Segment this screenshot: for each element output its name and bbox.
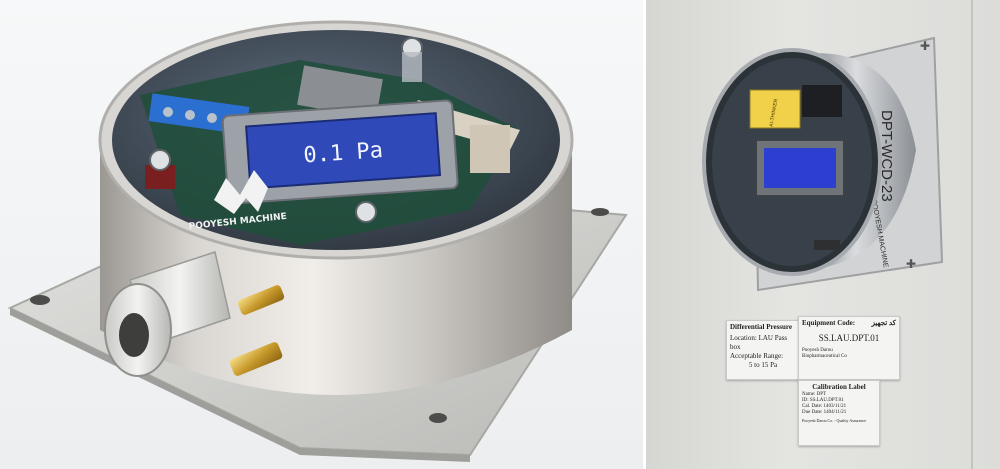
mount-hole xyxy=(30,295,50,305)
display-value: 0.1 Pa xyxy=(303,138,384,168)
label-equipment-code: Equipment Code: کد تجهیز SS.LAU.DPT.01 P… xyxy=(798,316,900,380)
screw-icon: ✚ xyxy=(906,257,916,271)
screw-icon xyxy=(355,201,377,223)
label-calibration-name: Name: DPT xyxy=(802,392,827,397)
sensor-module xyxy=(297,65,383,119)
lcd-screen xyxy=(245,112,442,190)
installed-device: ✚ ✚ DPT-WCD-23 POOYESH MACHINE AI-THINKE… xyxy=(702,0,973,469)
label-range-caption: Acceptable Range: xyxy=(730,352,784,360)
cable-entry xyxy=(814,240,840,250)
wifi-module-label: AI-THINKER xyxy=(769,98,780,127)
model-number: DPT-WCD-23 xyxy=(878,110,895,202)
label-company: Pooyesh Darou xyxy=(802,348,833,353)
label-equipment-title-fa: کد تجهیز xyxy=(871,319,896,327)
mount-hole xyxy=(591,208,609,216)
panel-divider xyxy=(643,0,646,469)
label-calibration-title: Calibration Label xyxy=(812,383,866,391)
pressure-gauge-render: 0.1 Pa POOYESH MACHINE xyxy=(7,20,628,462)
label-pressure-range: Differential Pressure Location: LAU Pass… xyxy=(726,320,800,380)
connector xyxy=(470,125,510,173)
label-calibration-due-date: Due Date: 1404/11/21 xyxy=(802,410,847,415)
label-company-sub: Biopharmaceutical Co xyxy=(802,354,847,359)
pressure-port-high xyxy=(237,285,285,315)
label-calibration-cal-date: Cal. Date: 1403/11/21 xyxy=(802,404,847,409)
label-equipment-title: Equipment Code: xyxy=(802,319,856,327)
pressure-ports xyxy=(229,285,285,376)
lcd-screen xyxy=(764,148,836,188)
label-range-value: 5 to 15 Pa xyxy=(748,361,778,369)
label-range-title: Differential Pressure xyxy=(730,323,793,331)
screw-icon xyxy=(149,149,171,171)
cable-gland xyxy=(104,251,231,377)
wifi-module: AI-THINKER xyxy=(749,89,801,129)
label-calibration: Calibration Label Name: DPT ID: SS.LAU.D… xyxy=(798,380,880,446)
cable-hole xyxy=(119,313,149,357)
label-calibration-id: ID: SS.LAU.DPT.01 xyxy=(802,398,844,403)
pm-logo-icon xyxy=(214,170,268,214)
pressure-port-low xyxy=(229,342,283,376)
product-render-panel: 0.1 Pa POOYESH MACHINE xyxy=(0,0,643,469)
label-range-location: Location: LAU Pass box xyxy=(730,334,788,351)
mount-hole xyxy=(429,413,447,423)
label-calibration-footer: Pooyesh Darou Co. - Quality Assurance xyxy=(802,418,866,423)
screw-icon: ✚ xyxy=(920,39,930,53)
label-equipment-code-value: SS.LAU.DPT.01 xyxy=(818,333,880,343)
installed-photo-panel: ✚ ✚ DPT-WCD-23 POOYESH MACHINE AI-THINKE… xyxy=(646,0,1000,469)
lcd-display: 0.1 Pa xyxy=(221,99,459,205)
sensor-module xyxy=(802,85,842,117)
lid-screws xyxy=(149,37,423,223)
